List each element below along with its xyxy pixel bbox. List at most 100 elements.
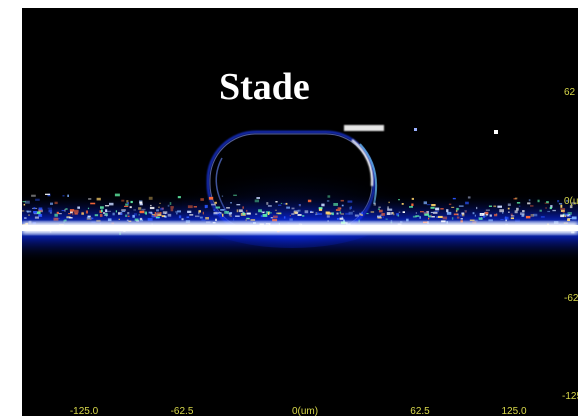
noise-speck — [261, 211, 265, 213]
noise-speck — [38, 207, 43, 211]
noise-speck — [428, 215, 432, 218]
noise-speck — [505, 218, 507, 222]
noise-speck — [134, 218, 139, 221]
noise-speck — [74, 211, 79, 215]
noise-speck — [256, 197, 260, 199]
noise-speck — [451, 217, 454, 220]
noise-speck — [431, 204, 436, 207]
noise-speck — [393, 213, 395, 216]
noise-speck — [550, 205, 553, 208]
noise-speck — [145, 212, 147, 215]
noise-speck — [273, 215, 278, 218]
noise-speck — [114, 193, 120, 197]
noise-speck — [215, 206, 221, 209]
noise-speck — [459, 214, 463, 217]
noise-speck — [198, 210, 201, 213]
noise-speck — [557, 200, 560, 203]
noise-speck — [242, 211, 244, 214]
noise-speck — [185, 220, 191, 223]
noise-speck — [360, 214, 363, 216]
noise-speck — [348, 211, 353, 215]
noise-speck — [461, 212, 464, 214]
noise-speck — [430, 214, 433, 217]
noise-speck — [218, 212, 221, 215]
noise-speck — [220, 209, 225, 211]
noise-speck — [186, 216, 190, 218]
noise-speck — [560, 208, 566, 210]
noise-speck — [258, 209, 262, 213]
noise-speck — [187, 205, 193, 209]
noise-speck — [99, 210, 103, 214]
noise-speck — [488, 219, 493, 222]
noise-speck — [278, 204, 282, 206]
noise-speck — [31, 194, 36, 197]
noise-speck — [222, 213, 224, 217]
noise-speck — [159, 202, 161, 204]
noise-speck — [150, 211, 153, 215]
noise-speck — [528, 199, 531, 202]
noise-speck — [412, 215, 417, 218]
noise-speck — [336, 212, 339, 215]
noise-speck — [423, 201, 427, 205]
noise-speck — [411, 205, 413, 208]
noise-speck — [402, 211, 405, 213]
noise-speck — [298, 204, 301, 206]
noise-speck — [62, 195, 65, 197]
noise-speck — [202, 211, 204, 215]
noise-speck — [267, 205, 272, 207]
noise-speck — [318, 208, 323, 211]
noise-speck — [208, 196, 214, 200]
noise-speck — [149, 206, 155, 210]
noise-speck — [213, 211, 218, 215]
noise-speck — [267, 212, 270, 215]
noise-speck — [378, 209, 383, 213]
noise-speck — [424, 213, 429, 216]
noise-speck — [518, 205, 521, 207]
noise-speck — [139, 217, 143, 220]
noise-speck — [54, 213, 58, 217]
noise-speck — [507, 203, 511, 206]
noise-speck — [236, 209, 239, 213]
noise-speck — [99, 214, 103, 217]
microscopy-image — [22, 125, 578, 263]
noise-speck — [276, 212, 282, 215]
noise-speck — [211, 203, 216, 206]
noise-speck — [381, 213, 385, 216]
noise-speck — [242, 206, 244, 209]
noise-speck — [545, 207, 547, 209]
noise-speck — [507, 207, 510, 210]
noise-speck — [124, 205, 129, 207]
noise-speck — [297, 209, 301, 212]
noise-speck — [87, 207, 90, 210]
noise-speck — [446, 211, 452, 215]
noise-speck — [560, 214, 565, 218]
noise-speck — [139, 203, 143, 206]
noise-speck — [302, 215, 305, 217]
noise-speck — [315, 212, 319, 214]
noise-speck — [567, 212, 572, 215]
noise-speck — [485, 209, 490, 211]
noise-speck — [26, 210, 32, 213]
noise-speck — [502, 211, 504, 214]
noise-speck — [64, 208, 66, 212]
noise-speck — [457, 208, 460, 210]
noise-speck — [377, 217, 382, 219]
noise-speck — [118, 218, 120, 220]
noise-speck — [289, 215, 291, 217]
noise-speck — [280, 202, 283, 204]
noise-speck — [451, 206, 455, 208]
image-title: Stade — [219, 66, 310, 108]
noise-speck — [386, 212, 391, 215]
noise-speck — [441, 220, 446, 223]
noise-speck — [195, 215, 200, 218]
noise-speck — [385, 218, 388, 220]
noise-speck — [521, 214, 524, 217]
noise-speck — [38, 214, 43, 217]
noise-speck — [88, 198, 92, 200]
noise-speck — [138, 207, 142, 210]
noise-speck — [235, 215, 240, 217]
microscope-image-viewer: Stade -125.0 -62.5 0(um) 62.5 125.0 62 0… — [22, 8, 578, 416]
noise-speck — [246, 209, 248, 212]
noise-speck — [104, 214, 108, 216]
noise-speck — [350, 206, 352, 209]
